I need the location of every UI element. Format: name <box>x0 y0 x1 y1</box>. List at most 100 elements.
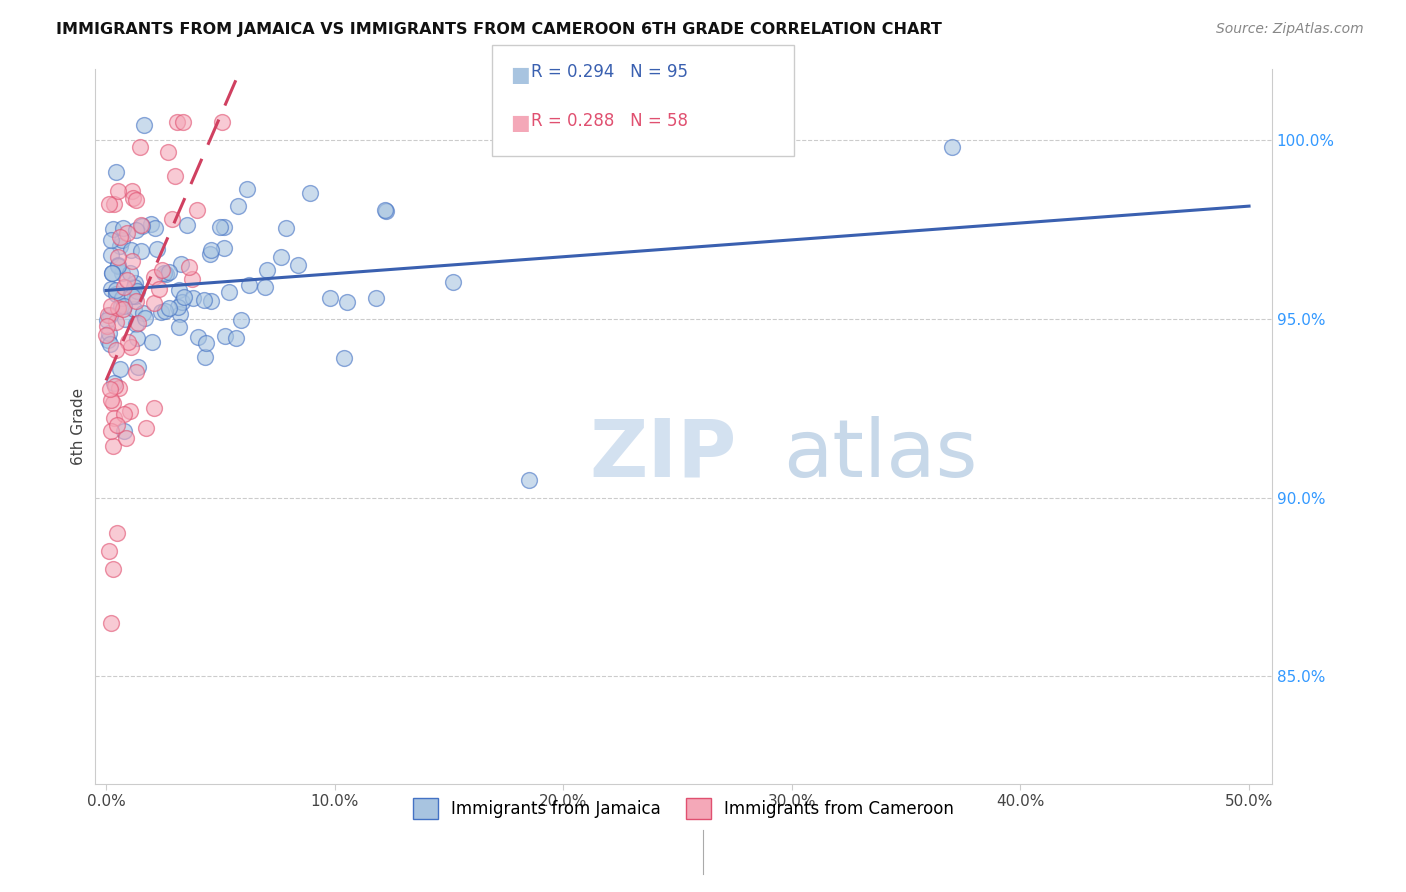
Point <box>105 417 128 432</box>
Point <box>120 243 142 257</box>
Point <box>170 257 193 271</box>
Point <box>125 317 148 331</box>
Point <box>517 473 540 487</box>
Point <box>146 242 169 256</box>
Point <box>120 340 142 354</box>
Point <box>114 311 136 326</box>
Point <box>212 219 235 234</box>
Point <box>100 282 122 296</box>
Point <box>101 267 124 281</box>
Point <box>176 218 198 232</box>
Point <box>107 381 129 395</box>
Point <box>103 376 125 391</box>
Point <box>187 330 209 344</box>
Point <box>167 283 190 297</box>
Point <box>121 253 143 268</box>
Point <box>254 280 277 294</box>
Point <box>131 219 153 233</box>
Point <box>127 359 149 374</box>
Point <box>150 262 173 277</box>
Text: Source: ZipAtlas.com: Source: ZipAtlas.com <box>1216 22 1364 37</box>
Point <box>110 300 132 314</box>
Point <box>131 244 153 258</box>
Point <box>112 221 135 235</box>
Point <box>214 329 236 343</box>
Point <box>124 289 146 303</box>
Point <box>170 295 193 310</box>
Point <box>115 431 138 445</box>
Point <box>169 307 191 321</box>
Point <box>441 275 464 289</box>
Point <box>112 299 135 313</box>
Point <box>111 266 134 280</box>
Point <box>179 260 201 275</box>
Point <box>270 250 292 264</box>
Point <box>142 269 165 284</box>
Point <box>211 115 233 129</box>
Point <box>157 301 180 315</box>
Point <box>941 140 963 154</box>
Point <box>165 169 187 183</box>
Point <box>122 191 145 205</box>
Point <box>112 279 135 293</box>
Point <box>152 266 174 280</box>
Point <box>121 288 143 302</box>
Point <box>101 266 124 280</box>
Point <box>238 277 260 292</box>
Point <box>100 393 122 408</box>
Point <box>193 351 215 365</box>
Point <box>209 219 232 234</box>
Point <box>333 351 356 365</box>
Point <box>100 248 122 262</box>
Point <box>336 294 359 309</box>
Point <box>111 233 134 247</box>
Point <box>104 343 127 357</box>
Point <box>97 326 120 341</box>
Point <box>118 404 141 418</box>
Point <box>129 218 152 232</box>
Point <box>125 193 148 207</box>
Point <box>122 301 145 316</box>
Point <box>112 301 135 316</box>
Point <box>166 115 188 129</box>
Point <box>104 379 127 393</box>
Point <box>200 294 222 309</box>
Point <box>162 212 184 227</box>
Point <box>194 336 217 351</box>
Text: ■: ■ <box>510 65 530 85</box>
Text: atlas: atlas <box>783 416 977 494</box>
Point <box>125 223 148 237</box>
Point <box>96 328 118 343</box>
Point <box>108 362 131 376</box>
Point <box>108 239 131 253</box>
Point <box>115 273 138 287</box>
Point <box>231 313 253 327</box>
Point <box>101 396 124 410</box>
Point <box>298 186 321 201</box>
Point <box>97 196 120 211</box>
Point <box>319 291 342 305</box>
Point <box>117 335 139 350</box>
Point <box>108 229 131 244</box>
Point <box>100 615 122 630</box>
Point <box>148 282 170 296</box>
Point <box>127 331 149 345</box>
Point <box>103 222 125 236</box>
Point <box>149 305 172 319</box>
Point <box>122 280 145 294</box>
Point <box>107 259 129 273</box>
Point <box>143 401 166 415</box>
Y-axis label: 6th Grade: 6th Grade <box>72 387 86 465</box>
Point <box>167 320 190 334</box>
Point <box>181 291 204 305</box>
Point <box>98 383 121 397</box>
Point <box>153 304 176 318</box>
Point <box>218 285 240 300</box>
Point <box>141 217 163 231</box>
Text: R = 0.288   N = 58: R = 0.288 N = 58 <box>531 112 689 129</box>
Point <box>101 439 124 453</box>
Point <box>118 266 141 280</box>
Point <box>104 315 127 329</box>
Point <box>96 318 118 333</box>
Point <box>111 291 134 305</box>
